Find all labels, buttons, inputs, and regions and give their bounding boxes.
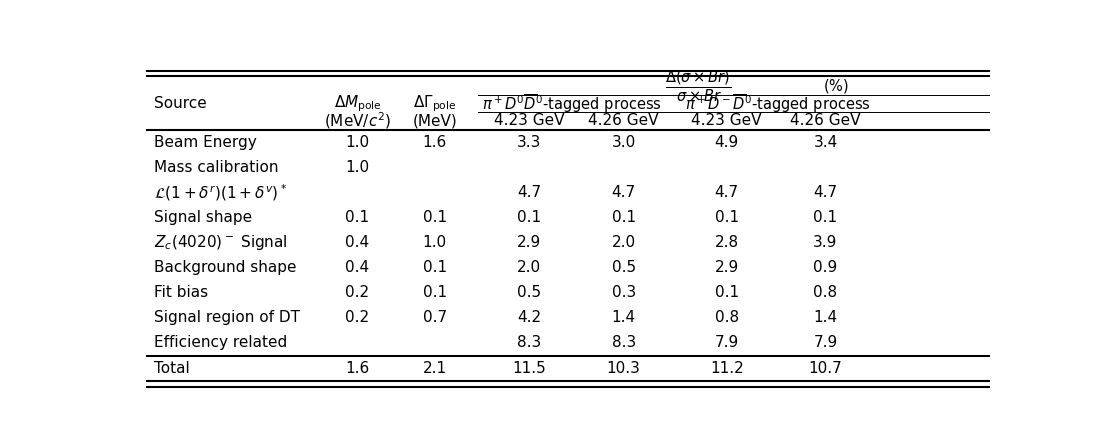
Text: 7.9: 7.9: [813, 335, 838, 350]
Text: 1.6: 1.6: [422, 135, 447, 150]
Text: Signal region of DT: Signal region of DT: [154, 311, 300, 326]
Text: 0.4: 0.4: [346, 235, 370, 250]
Text: 0.1: 0.1: [422, 210, 447, 225]
Text: 1.0: 1.0: [346, 160, 370, 175]
Text: $Z_c(4020)^-$ Signal: $Z_c(4020)^-$ Signal: [154, 233, 288, 252]
Text: 10.3: 10.3: [607, 361, 640, 376]
Text: 0.4: 0.4: [346, 260, 370, 275]
Text: 8.3: 8.3: [612, 335, 636, 350]
Text: 0.5: 0.5: [517, 285, 542, 300]
Text: 4.7: 4.7: [612, 185, 636, 200]
Text: $\pi^+D^-\overline{D}{}^0$-tagged process: $\pi^+D^-\overline{D}{}^0$-tagged proces…: [686, 92, 871, 115]
Text: 4.7: 4.7: [517, 185, 542, 200]
Text: $\mathcal{L}(1+\delta^r)(1+\delta^v)^*$: $\mathcal{L}(1+\delta^r)(1+\delta^v)^*$: [154, 182, 287, 203]
Text: 0.9: 0.9: [813, 260, 838, 275]
Text: (MeV/$c^2$): (MeV/$c^2$): [324, 111, 391, 131]
Text: 4.23 GeV: 4.23 GeV: [494, 113, 564, 128]
Text: 2.0: 2.0: [612, 235, 636, 250]
Text: 2.0: 2.0: [517, 260, 542, 275]
Text: 0.1: 0.1: [715, 285, 739, 300]
Text: 4.26 GeV: 4.26 GeV: [588, 113, 659, 128]
Text: 1.4: 1.4: [612, 311, 636, 326]
Text: 8.3: 8.3: [517, 335, 542, 350]
Text: Efficiency related: Efficiency related: [154, 335, 287, 350]
Text: 3.0: 3.0: [612, 135, 636, 150]
Text: Total: Total: [154, 361, 189, 376]
Text: 2.9: 2.9: [517, 235, 542, 250]
Text: 4.9: 4.9: [715, 135, 739, 150]
Text: Beam Energy: Beam Energy: [154, 135, 257, 150]
Text: Mass calibration: Mass calibration: [154, 160, 278, 175]
Text: Source: Source: [154, 96, 207, 111]
Text: 0.8: 0.8: [813, 285, 838, 300]
Text: 0.1: 0.1: [517, 210, 542, 225]
Text: $\pi^+D^0\overline{D}{}^0$-tagged process: $\pi^+D^0\overline{D}{}^0$-tagged proces…: [482, 92, 661, 115]
Text: Signal shape: Signal shape: [154, 210, 253, 225]
Text: 2.1: 2.1: [422, 361, 447, 376]
Text: 11.2: 11.2: [710, 361, 743, 376]
Text: 4.7: 4.7: [715, 185, 739, 200]
Text: 2.9: 2.9: [715, 260, 739, 275]
Text: $\dfrac{\Delta(\sigma \times Br)}{\sigma \times Br}$: $\dfrac{\Delta(\sigma \times Br)}{\sigma…: [666, 68, 732, 104]
Text: 2.8: 2.8: [715, 235, 739, 250]
Text: 1.0: 1.0: [346, 135, 370, 150]
Text: $(\%)$: $(\%)$: [823, 77, 849, 95]
Text: Fit bias: Fit bias: [154, 285, 208, 300]
Text: 0.1: 0.1: [422, 260, 447, 275]
Text: 0.7: 0.7: [422, 311, 447, 326]
Text: 4.26 GeV: 4.26 GeV: [790, 113, 861, 128]
Text: 0.1: 0.1: [612, 210, 636, 225]
Text: 0.1: 0.1: [346, 210, 370, 225]
Text: 3.9: 3.9: [813, 235, 838, 250]
Text: 0.1: 0.1: [813, 210, 838, 225]
Text: 0.8: 0.8: [715, 311, 739, 326]
Text: 3.4: 3.4: [813, 135, 838, 150]
Text: 7.9: 7.9: [715, 335, 739, 350]
Text: 0.2: 0.2: [346, 311, 370, 326]
Text: 11.5: 11.5: [512, 361, 546, 376]
Text: 0.1: 0.1: [422, 285, 447, 300]
Text: 3.3: 3.3: [517, 135, 542, 150]
Text: Background shape: Background shape: [154, 260, 297, 275]
Text: 4.7: 4.7: [813, 185, 838, 200]
Text: 1.4: 1.4: [813, 311, 838, 326]
Text: 0.3: 0.3: [612, 285, 636, 300]
Text: 4.23 GeV: 4.23 GeV: [691, 113, 762, 128]
Text: 4.2: 4.2: [517, 311, 542, 326]
Text: 1.0: 1.0: [422, 235, 447, 250]
Text: 1.6: 1.6: [346, 361, 370, 376]
Text: (MeV): (MeV): [412, 113, 458, 128]
Text: $\Delta M_{\mathrm{pole}}$: $\Delta M_{\mathrm{pole}}$: [334, 93, 381, 114]
Text: 0.5: 0.5: [612, 260, 636, 275]
Text: $\Delta\Gamma_{\mathrm{pole}}$: $\Delta\Gamma_{\mathrm{pole}}$: [413, 93, 456, 114]
Text: 0.1: 0.1: [715, 210, 739, 225]
Text: 0.2: 0.2: [346, 285, 370, 300]
Text: 10.7: 10.7: [809, 361, 842, 376]
